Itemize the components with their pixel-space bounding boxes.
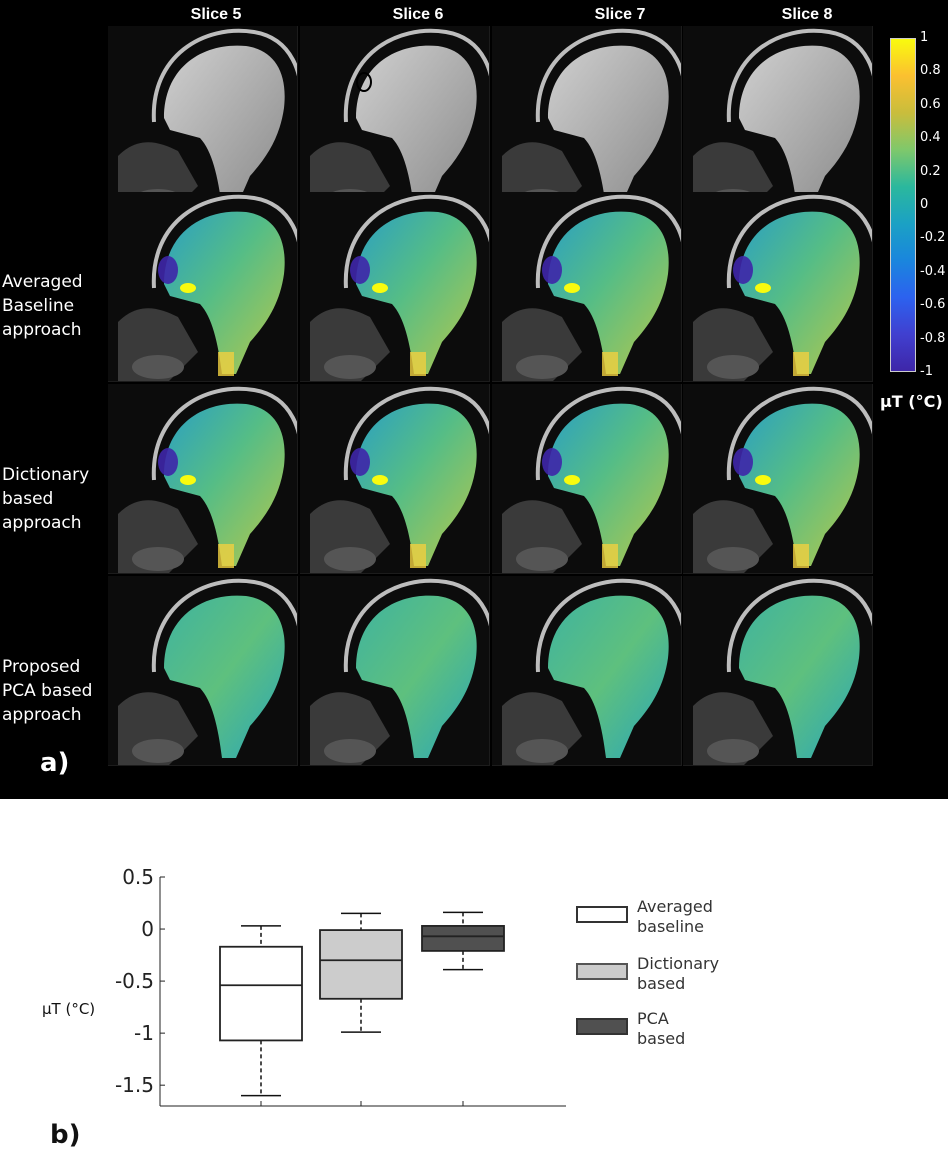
box-3 (421, 911, 505, 971)
legend-swatch (576, 906, 628, 923)
iqr-box (319, 929, 403, 1000)
legend-label: PCA based (637, 1009, 686, 1048)
box-1 (219, 925, 303, 1097)
legend-label: Averaged baseline (637, 897, 713, 936)
temperature-map-image (108, 576, 298, 766)
y-tick-label: 0 (141, 917, 154, 941)
panel-a-label: a) (40, 748, 70, 778)
anatomy-image (300, 26, 490, 216)
y-tick-label: 0.5 (122, 865, 154, 889)
temperature-map-image (108, 384, 298, 574)
temperature-map-image (683, 576, 873, 766)
row-label-pca: Proposed PCA based approach (2, 657, 93, 725)
temperature-map-image (492, 576, 682, 766)
temperature-map-image (108, 192, 298, 382)
colorbar-tick: -0.4 (920, 263, 946, 279)
panel-a-figure: Slice 5 Slice 6 Slice 7 Slice 8 Averaged… (0, 0, 948, 799)
temperature-map-image (492, 384, 682, 574)
iqr-box (421, 925, 505, 952)
anatomy-image (492, 26, 682, 216)
slice-title-6: Slice 6 (392, 6, 444, 23)
colorbar-tick: -0.2 (920, 230, 946, 246)
box-2 (319, 912, 403, 1033)
y-axis-label: μT (°C) (42, 1000, 96, 1018)
row-label-dictionary: Dictionary based approach (2, 465, 90, 533)
colorbar-tick: 0.8 (920, 63, 941, 79)
colorbar-unit-label: μT (°C) (880, 392, 943, 411)
legend-swatch (576, 1018, 628, 1035)
y-tick-label: -0.5 (115, 969, 154, 993)
colorbar-tick: -0.6 (920, 297, 946, 313)
temperature-map-image (683, 192, 873, 382)
colorbar-tick: 0.6 (920, 96, 941, 112)
temperature-map-image (683, 384, 873, 574)
slice-title-7: Slice 7 (594, 6, 646, 23)
colorbar-tick: 0.4 (920, 130, 941, 146)
slice-title-5: Slice 5 (190, 6, 242, 23)
colorbar-tick: -1 (920, 364, 933, 379)
y-tick-label: -1 (134, 1021, 154, 1045)
panel-b-label: b) (50, 1120, 81, 1150)
legend-label: Dictionary based (637, 954, 720, 993)
temperature-map-image (300, 384, 490, 574)
colorbar-tick: 0 (920, 197, 929, 212)
anatomy-image (108, 26, 298, 216)
temperature-map-image (300, 576, 490, 766)
slice-title-8: Slice 8 (781, 6, 833, 23)
legend-swatch (576, 963, 628, 980)
iqr-box (219, 945, 303, 1042)
anatomy-image (683, 26, 873, 216)
colorbar-tick: 1 (920, 30, 929, 45)
colorbar-tick: 0.2 (920, 163, 941, 179)
colorbar (890, 38, 916, 372)
row-label-averaged-baseline: Averaged Baseline approach (2, 272, 83, 340)
colorbar-tick: -0.8 (920, 330, 946, 346)
temperature-map-image (300, 192, 490, 382)
y-tick-label: -1.5 (115, 1073, 154, 1097)
boxplot-chart: 0.5 0 -0.5 -1 -1.5 (115, 865, 566, 1107)
temperature-map-image (492, 192, 682, 382)
